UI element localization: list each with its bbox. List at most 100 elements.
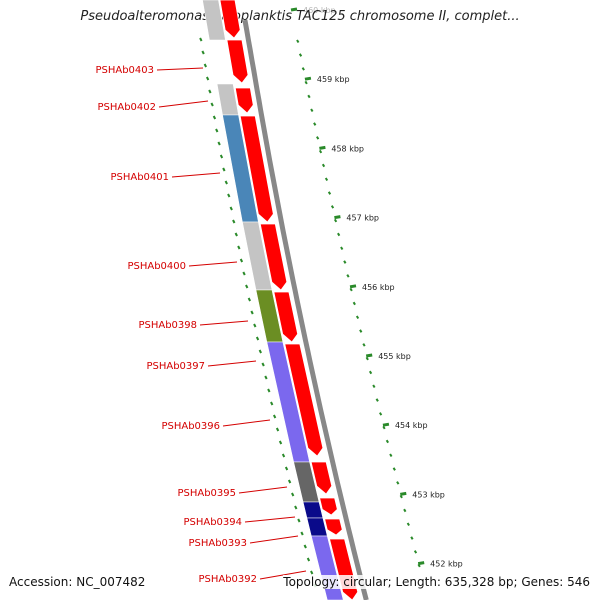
outer-tick — [318, 149, 323, 154]
inner-tick — [287, 479, 292, 484]
kbp-tick-label: 452 kbp — [430, 560, 463, 569]
gene-label[interactable]: PSHAb0395 — [177, 488, 236, 499]
outer-tick — [359, 329, 363, 333]
inner-tick — [222, 167, 226, 172]
inner-tick — [264, 375, 268, 380]
inner-tick — [203, 63, 208, 68]
inner-tick — [255, 336, 260, 341]
inner-tick — [303, 544, 307, 549]
outer-tick-marks — [290, 7, 425, 568]
cds-arrow — [234, 87, 254, 114]
outer-tick — [403, 508, 407, 513]
inner-tick — [224, 180, 228, 185]
inner-tick — [258, 349, 262, 354]
gene-label[interactable]: PSHAb0403 — [95, 65, 154, 76]
outer-tick — [382, 425, 386, 430]
inner-tick — [205, 76, 210, 81]
inner-tick — [229, 206, 233, 211]
outer-tick — [330, 205, 335, 209]
map-title: Pseudoalteromonas haloplanktis TAC125 ch… — [80, 9, 520, 24]
inner-tick — [272, 414, 277, 419]
inner-tick — [261, 362, 265, 367]
inner-tick — [201, 50, 205, 55]
gene-label[interactable]: PSHAb0400 — [127, 261, 186, 272]
gene-label[interactable]: PSHAb0396 — [161, 421, 220, 432]
major-tick — [290, 7, 298, 12]
inner-tick — [199, 37, 203, 42]
gene-label[interactable]: PSHAb0398 — [138, 320, 197, 331]
outer-tick — [375, 398, 379, 402]
cds-arrow — [226, 39, 249, 84]
inner-tick — [253, 323, 257, 328]
gene-leader-line — [244, 516, 296, 523]
genome-stats-text: Topology: circular; Length: 635,328 bp; … — [283, 575, 590, 589]
inner-tick — [297, 518, 301, 523]
cds-arrow — [259, 223, 288, 291]
gene-label[interactable]: PSHAb0402 — [97, 102, 156, 113]
outer-tick — [413, 550, 418, 554]
outer-tick — [304, 80, 308, 85]
outer-tick — [321, 163, 326, 168]
outer-tick — [310, 108, 314, 113]
cds-arrows — [219, 0, 359, 600]
gene-leader-line — [249, 535, 299, 544]
gene-label[interactable]: PSHAb0401 — [110, 172, 169, 183]
major-tick — [382, 422, 390, 427]
outer-tick — [346, 274, 350, 278]
kbp-tick-label: 456 kbp — [362, 283, 395, 292]
major-tick — [349, 284, 357, 289]
inner-tick — [310, 570, 314, 575]
inner-tick — [267, 388, 271, 393]
gene-label[interactable]: PSHAb0393 — [188, 538, 247, 549]
outer-tick — [378, 412, 383, 416]
inner-tick-marks — [199, 37, 317, 588]
gene-leader-line — [207, 360, 257, 367]
inner-tick — [232, 219, 236, 224]
cds-arrow — [273, 291, 299, 343]
cds-arrow — [284, 343, 324, 457]
category-block — [202, 0, 226, 41]
kbp-tick-label: 460 kbp — [303, 6, 336, 15]
inner-tick — [219, 154, 224, 159]
outer-tick — [372, 384, 376, 389]
outer-tick — [368, 370, 373, 375]
gene-label[interactable]: PSHAb0392 — [198, 574, 257, 585]
outer-tick — [392, 467, 396, 471]
inner-tick — [210, 102, 214, 107]
kbp-tick-label: 458 kbp — [331, 144, 364, 153]
gene-label[interactable]: PSHAb0397 — [146, 361, 205, 372]
outer-tick — [355, 315, 360, 320]
gene-leader-line — [188, 261, 238, 267]
category-blocks — [202, 0, 344, 600]
category-block — [302, 501, 324, 519]
major-tick — [417, 561, 425, 566]
inner-tick — [306, 557, 311, 562]
outer-tick — [333, 218, 338, 223]
major-tick — [304, 76, 312, 81]
cds-arrow — [310, 461, 333, 495]
outer-tick — [406, 522, 410, 527]
outer-tick — [385, 439, 390, 444]
outer-tick — [410, 536, 414, 540]
kbp-tick-label: 455 kbp — [378, 352, 411, 361]
gene-label[interactable]: PSHAb0394 — [183, 517, 242, 528]
inner-tick — [217, 141, 221, 146]
inner-tick — [234, 232, 238, 237]
inner-tick — [239, 258, 244, 263]
inner-tick — [242, 271, 246, 276]
outer-tick — [349, 287, 353, 292]
major-tick — [334, 215, 341, 220]
inner-tick — [281, 453, 286, 458]
outer-tick — [340, 246, 344, 251]
inner-tick — [250, 310, 254, 315]
category-block — [306, 517, 328, 537]
outer-tick — [337, 232, 341, 237]
major-tick — [365, 353, 373, 358]
accession-text: Accession: NC_007482 — [9, 575, 146, 589]
outer-tick — [316, 136, 320, 140]
inner-tick — [208, 89, 212, 94]
inner-tick — [270, 401, 274, 406]
cds-arrow — [319, 497, 338, 516]
inner-tick — [278, 440, 283, 445]
